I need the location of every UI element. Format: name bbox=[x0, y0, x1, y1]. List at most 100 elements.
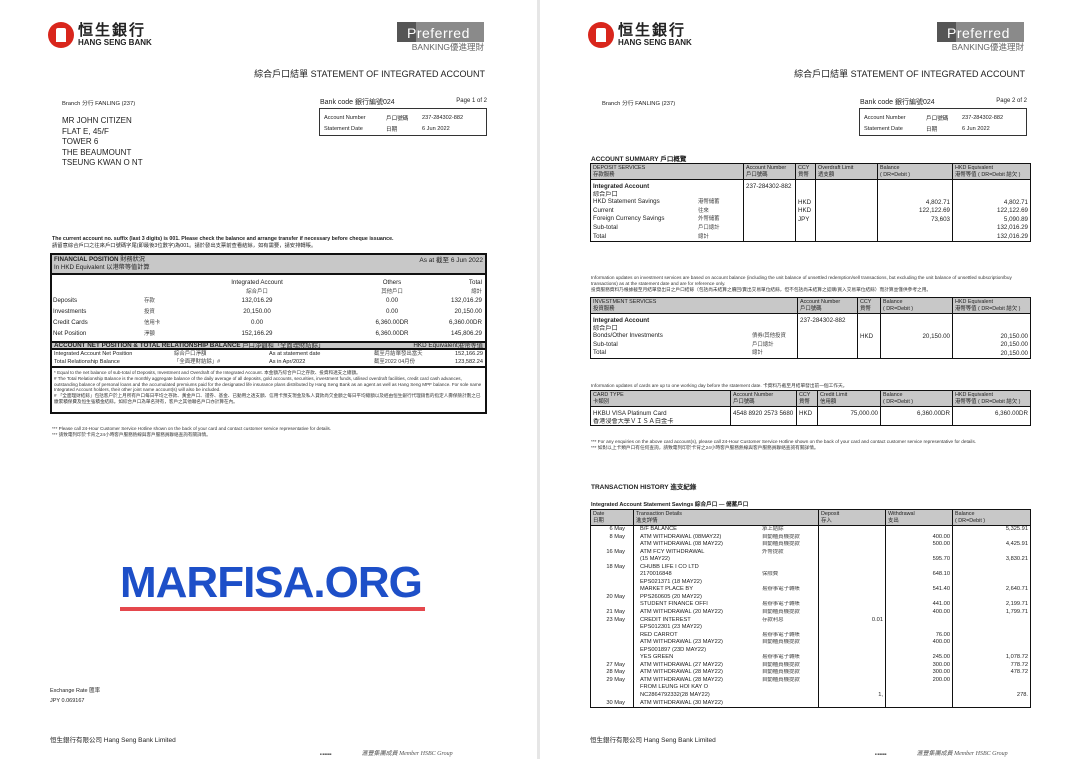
fin-row-others: 0.00 bbox=[385, 297, 399, 304]
transaction-deposit bbox=[818, 593, 886, 602]
cell: 132,016.29 bbox=[952, 223, 1031, 233]
account-number-label-zh: 戶口號碼 bbox=[926, 115, 949, 122]
cell bbox=[743, 206, 796, 216]
transaction-withdrawal bbox=[885, 684, 953, 693]
column-header-en: Transaction Details bbox=[636, 511, 682, 517]
transaction-details-en: FROM LEUNG HOI KAY O bbox=[640, 684, 709, 691]
branch: Branch 分行 FANLING (237) bbox=[62, 101, 136, 107]
transaction-balance bbox=[952, 631, 1031, 640]
column-header-zh: 存款服務 bbox=[593, 171, 615, 178]
transaction-details-en: ATM WITHDRAWAL (28 MAY22) bbox=[640, 669, 723, 676]
account-info-box: Account Number 戶口號碼 237-284302-882 Stateme… bbox=[859, 108, 1027, 136]
transaction-details-zh: 易辦事電子轉賬 bbox=[762, 654, 800, 661]
address-line: TSEUNG KWAN O NT bbox=[62, 158, 143, 167]
card-footnote-zh: *** 如對以上卡類戶口有任何查詢，請致電列印於卡背之24小時客戶服務熱線與客戶… bbox=[591, 445, 819, 450]
transaction-deposit bbox=[818, 578, 886, 587]
transaction-date bbox=[590, 624, 634, 632]
column-header-en: CCY bbox=[798, 165, 810, 171]
cell: 122,122.69 bbox=[877, 206, 953, 216]
transaction-details: CHUBB LIFE I CO LTD bbox=[633, 563, 819, 572]
transaction-withdrawal bbox=[885, 548, 953, 557]
description-cell: 香港浸會大學ＶＩＳＡ白金卡 bbox=[590, 417, 731, 427]
page-number: Page 1 of 2 bbox=[456, 98, 487, 104]
cell: 6,360.00DR bbox=[952, 406, 1031, 418]
description-zh: 總計 bbox=[752, 350, 763, 357]
transaction-row: 28 May ATM WITHDRAWAL (28 MAY22) 自動櫃員機提款 30… bbox=[590, 669, 1031, 677]
cell bbox=[796, 417, 818, 427]
description-zh: 外幣儲蓄 bbox=[698, 216, 720, 223]
transaction-deposit bbox=[818, 541, 886, 549]
transaction-row: 20 May PPS260605 (20 MAY22) bbox=[590, 593, 1031, 602]
column-header-en: INVESTMENT SERVICES bbox=[593, 299, 657, 305]
column-header: CCY 貨幣 bbox=[857, 297, 881, 314]
description: Sub-total bbox=[593, 340, 618, 348]
column-header-zh: 信用額 bbox=[820, 398, 837, 405]
transaction-date bbox=[590, 556, 634, 564]
deposit-services-table: DEPOSIT SERVICES 存款服務 Account Number 戶口號碼 CC… bbox=[590, 163, 1031, 243]
transaction-details: EPS021371 (18 MAY22) bbox=[633, 578, 819, 587]
transaction-date: 21 May bbox=[590, 609, 634, 617]
transaction-details-en: 2170016848 bbox=[640, 571, 672, 578]
transaction-details-zh: 外幣提款 bbox=[762, 548, 784, 555]
description-zh: 總計 bbox=[698, 233, 709, 240]
transaction-row: YES GREEN 易辦事電子轉賬 245.00 1,078.72 bbox=[590, 654, 1031, 662]
exchange-label: Exchange Rate 匯率 bbox=[50, 688, 101, 694]
description: Foreign Currency Savings bbox=[593, 215, 665, 223]
description: HKBU VISA Platinum Card bbox=[593, 410, 667, 417]
transaction-details: 2170016848 保險費 bbox=[633, 571, 819, 579]
watermark: MARFISA.ORG bbox=[120, 558, 423, 607]
description-zh: 債券/其他投資 bbox=[752, 333, 786, 340]
description-cell: Sub-total 戶口總計 bbox=[590, 223, 744, 233]
fin-row-others: 6,360.00DR bbox=[375, 319, 409, 326]
transaction-deposit bbox=[818, 601, 886, 610]
deposit-row: Sub-total 戶口總計 132,016.29 bbox=[590, 223, 1031, 233]
transaction-date bbox=[590, 631, 634, 640]
column-header-zh: ( DR=Debit ) bbox=[880, 171, 911, 178]
transaction-balance: 4,425.91 bbox=[952, 541, 1031, 549]
column-header-en: Balance bbox=[880, 165, 900, 171]
transaction-row: (15 MAY22) 595.70 3,830.21 bbox=[590, 556, 1031, 564]
transaction-row: 30 May ATM WITHDRAWAL (30 MAY22) bbox=[590, 699, 1031, 709]
cell: 73,603 bbox=[877, 215, 953, 224]
transaction-deposit bbox=[818, 684, 886, 693]
transaction-balance: 3,830.21 bbox=[952, 556, 1031, 564]
bank-name-en: HANG SENG BANK bbox=[78, 38, 152, 47]
column-header-en: CCY bbox=[799, 392, 811, 398]
cell: 132,016.29 bbox=[952, 232, 1031, 243]
transaction-withdrawal bbox=[885, 593, 953, 602]
bank-name-zh: 恒生銀行 bbox=[78, 21, 147, 39]
transaction-balance: 778.72 bbox=[952, 661, 1031, 670]
member-hsbc: ■ ■■■■■ 滙豐集團成員 Member HSBC Group bbox=[320, 751, 453, 757]
column-header: Account Number 戶口號碼 bbox=[797, 297, 858, 314]
column-header: HKD Equivalent 港幣等值 ( DR=Debit 結欠 ) bbox=[952, 297, 1031, 314]
as-at-date: As at 截至 6 Jun 2022 bbox=[419, 257, 483, 264]
preferred-banking-logo: Preferred BANKING優進理財 bbox=[397, 22, 484, 53]
member-hsbc: ■ ■■■■■ 滙豐集團成員 Member HSBC Group bbox=[875, 751, 1008, 757]
watermark-underline bbox=[120, 607, 425, 611]
note: # 「全面理財結餘」包括客户於上月所有戶口每日平均之存款、黃金戶口、證券、基金、… bbox=[54, 393, 481, 404]
fin-row-label: Net Position bbox=[53, 330, 87, 337]
transaction-details: ATM WITHDRAWAL (28 MAY22) 自動櫃員機提款 bbox=[633, 669, 819, 677]
column-header-en: CCY bbox=[860, 299, 872, 305]
hang-seng-logo: 恒生銀行 HANG SENG BANK bbox=[588, 22, 692, 48]
transaction-details: B/F BALANCE 承上結餘 bbox=[633, 525, 819, 534]
transaction-details: ATM WITHDRAWAL (08 MAY22) 自動櫃員機提款 bbox=[633, 541, 819, 549]
net-when-zh: 截至2022 04月份 bbox=[374, 359, 416, 365]
cell: 20,150.00 bbox=[952, 332, 1031, 341]
cell bbox=[880, 324, 953, 333]
transaction-details: FROM LEUNG HOI KAY O bbox=[633, 684, 819, 693]
hang-seng-logo: 恒生銀行 HANG SENG BANK bbox=[48, 22, 152, 48]
column-header-en: Account Number bbox=[800, 299, 841, 305]
address-line: TOWER 6 bbox=[62, 137, 99, 146]
column-header-zh: 戶口號碼 bbox=[746, 171, 768, 178]
transaction-balance: 278. bbox=[952, 692, 1031, 700]
col-others: Others bbox=[382, 279, 402, 286]
cell bbox=[815, 232, 878, 243]
card-footnote: *** For any enquiries on the above card … bbox=[591, 439, 1031, 451]
net-value: 123,582.24 bbox=[455, 359, 483, 365]
cell bbox=[880, 349, 953, 359]
transaction-date: 30 May bbox=[590, 699, 634, 709]
investment-row: 綜合戶口 bbox=[590, 324, 1031, 333]
column-header: Account Number 戶口號碼 bbox=[730, 390, 797, 407]
bank-code: Bank code 銀行編號024 bbox=[320, 99, 395, 106]
